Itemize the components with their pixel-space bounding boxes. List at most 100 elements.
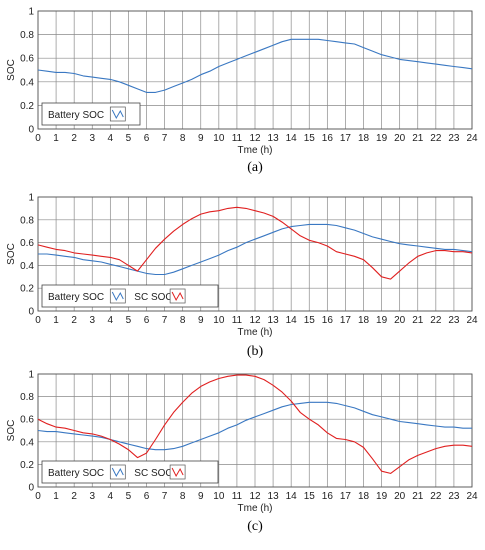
x-tick-label: 23 xyxy=(448,491,460,502)
x-tick-label: 20 xyxy=(394,315,406,326)
legend-swatch-box xyxy=(169,288,186,304)
series-line-battery-soc xyxy=(37,38,473,93)
y-tick-label: 0 xyxy=(28,483,34,494)
x-tick-label: 16 xyxy=(322,315,334,326)
x-tick-label: 22 xyxy=(430,133,442,144)
x-tick-label: 16 xyxy=(322,491,334,502)
x-tick-label: 12 xyxy=(249,315,261,326)
x-tick-label: 6 xyxy=(144,133,150,144)
x-tick-label: 1 xyxy=(53,133,59,144)
x-tick-label: 7 xyxy=(162,133,168,144)
chart-panel-2: 0 1 2 3 4 5 6 7 8 9 10 11 12 13 14 15 16 17 18 19 20 21 22 23 24… xyxy=(6,193,478,360)
x-tick-label: 0 xyxy=(35,133,41,144)
y-tick-label: 0 xyxy=(28,125,34,136)
x-tick-label: 3 xyxy=(89,133,95,144)
x-tick-label: 7 xyxy=(162,315,168,326)
x-tick-label: 10 xyxy=(213,315,225,326)
y-tick-label: 0.4 xyxy=(20,437,34,448)
x-tick-label: 11 xyxy=(232,133,243,144)
x-tick-label: 8 xyxy=(180,491,186,502)
x-tick-label: 18 xyxy=(358,491,370,502)
y-tick-label: 1 xyxy=(28,7,34,18)
panel-caption: (c) xyxy=(247,519,263,534)
x-tick-label: 3 xyxy=(89,315,95,326)
x-tick-label: 12 xyxy=(249,133,261,144)
series-line-sc-soc xyxy=(37,374,473,474)
x-tick-label: 7 xyxy=(162,491,168,502)
x-tick-label: 4 xyxy=(108,133,114,144)
x-axis-label: Tme (h) xyxy=(238,503,273,514)
y-tick-label: 0.2 xyxy=(20,460,34,471)
x-tick-label: 14 xyxy=(286,315,298,326)
legend-swatch-box xyxy=(109,288,126,304)
x-tick-label: 22 xyxy=(430,315,442,326)
legend-label: SC SOC xyxy=(134,468,172,479)
x-tick-label: 5 xyxy=(126,133,132,144)
x-tick-label: 2 xyxy=(71,315,77,326)
legend-swatch-box xyxy=(109,106,126,122)
x-tick-label: 24 xyxy=(466,315,478,326)
x-tick-label: 15 xyxy=(304,491,316,502)
y-axis-label: SOC xyxy=(6,243,17,265)
x-tick-label: 21 xyxy=(412,315,424,326)
y-tick-label: 0.2 xyxy=(20,101,34,112)
x-tick-label: 14 xyxy=(286,491,298,502)
legend-label: Battery SOC xyxy=(48,110,104,121)
y-axis-label: SOC xyxy=(6,59,17,81)
x-tick-label: 3 xyxy=(89,491,95,502)
x-tick-label: 10 xyxy=(213,133,225,144)
x-tick-label: 5 xyxy=(126,491,132,502)
panel-caption: (b) xyxy=(247,344,264,359)
x-tick-label: 0 xyxy=(35,315,41,326)
y-tick-label: 0.2 xyxy=(20,284,34,295)
x-tick-label: 13 xyxy=(268,133,280,144)
x-tick-label: 21 xyxy=(412,133,424,144)
x-tick-label: 6 xyxy=(144,315,150,326)
y-tick-label: 0 xyxy=(28,307,34,318)
y-tick-label: 0.6 xyxy=(20,238,34,249)
series-line-battery-soc xyxy=(38,223,473,276)
x-tick-label: 9 xyxy=(198,315,204,326)
x-tick-label: 20 xyxy=(394,133,406,144)
x-tick-label: 19 xyxy=(376,133,388,144)
x-tick-label: 17 xyxy=(340,133,352,144)
x-axis-label: Tme (h) xyxy=(238,327,273,338)
y-tick-label: 0.6 xyxy=(20,415,34,426)
x-tick-label: 8 xyxy=(180,133,186,144)
x-tick-label: 8 xyxy=(180,315,186,326)
y-tick-label: 0.8 xyxy=(20,392,34,403)
legend-label: Battery SOC xyxy=(48,292,104,303)
chart-panel-3: 0 1 2 3 4 5 6 7 8 9 10 11 12 13 14 15 16 17 18 19 20 21 22 23 24… xyxy=(6,370,478,535)
x-tick-label: 19 xyxy=(376,491,388,502)
x-tick-label: 23 xyxy=(448,315,460,326)
y-tick-label: 0.8 xyxy=(20,30,34,41)
x-tick-label: 15 xyxy=(304,133,316,144)
x-tick-label: 20 xyxy=(394,491,406,502)
x-tick-label: 23 xyxy=(448,133,460,144)
x-tick-label: 4 xyxy=(108,315,114,326)
x-tick-label: 14 xyxy=(286,133,298,144)
x-tick-label: 4 xyxy=(108,491,114,502)
x-tick-label: 17 xyxy=(340,491,352,502)
legend-label: Battery SOC xyxy=(48,468,104,479)
x-tick-label: 18 xyxy=(358,315,370,326)
y-tick-label: 0.8 xyxy=(20,215,34,226)
x-tick-label: 13 xyxy=(268,315,280,326)
legend-swatch-line xyxy=(111,109,124,120)
x-tick-label: 24 xyxy=(466,133,478,144)
x-tick-label: 15 xyxy=(304,315,316,326)
x-tick-label: 1 xyxy=(53,491,59,502)
x-axis-label: Tme (h) xyxy=(238,145,273,156)
x-tick-label: 9 xyxy=(198,133,204,144)
legend-label: SC SOC xyxy=(134,292,172,303)
x-tick-label: 19 xyxy=(376,315,388,326)
x-tick-label: 11 xyxy=(232,491,243,502)
legend-swatch-line xyxy=(171,291,184,302)
panel-caption: (a) xyxy=(247,160,263,175)
x-tick-label: 5 xyxy=(126,315,132,326)
y-tick-label: 0.4 xyxy=(20,77,34,88)
legend-swatch-line xyxy=(171,467,184,478)
x-tick-label: 2 xyxy=(71,491,77,502)
x-tick-label: 6 xyxy=(144,491,150,502)
